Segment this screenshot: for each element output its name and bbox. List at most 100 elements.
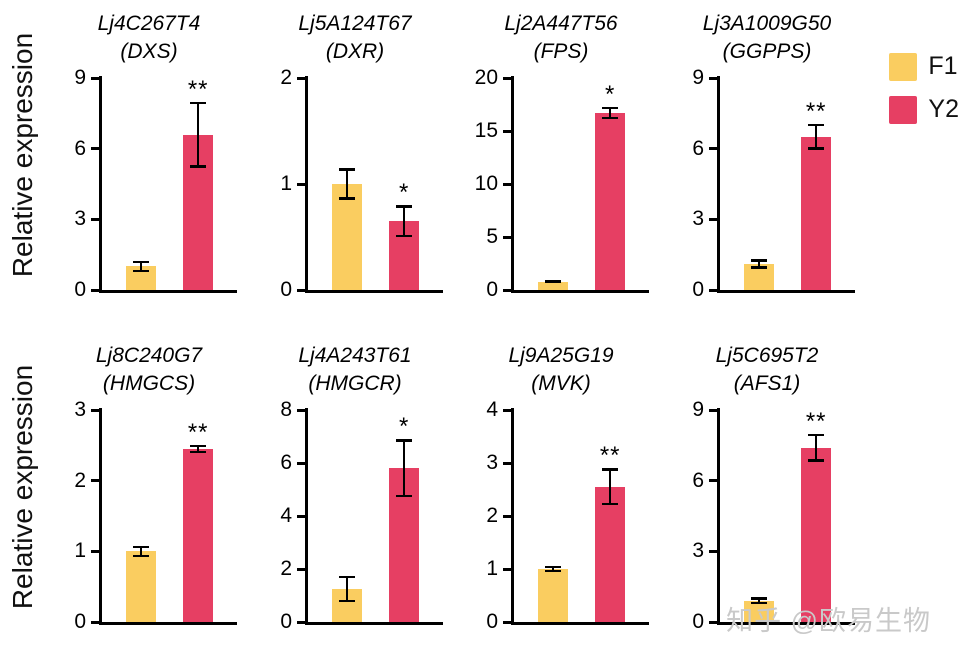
bar-f1 bbox=[744, 600, 774, 622]
y-tick-mark bbox=[709, 147, 717, 151]
significance-marker: * bbox=[399, 413, 410, 441]
error-cap-bottom bbox=[190, 450, 207, 454]
error-cap-bottom bbox=[808, 459, 825, 462]
y-tick-label: 1 bbox=[486, 557, 498, 580]
y-tick-mark bbox=[709, 620, 717, 624]
y-tick-mark bbox=[91, 76, 99, 80]
gene-name: (DXS) bbox=[120, 40, 178, 63]
error-cap-top bbox=[339, 168, 355, 171]
y-axis-line bbox=[511, 408, 514, 625]
error-cap-top bbox=[751, 597, 767, 600]
chart-ggpps: Lj3A1009G50 (GGPPS) 0 3 6 9 ** bbox=[664, 6, 870, 304]
y-axis-title-row1: Relative expression bbox=[0, 6, 46, 304]
error-bar bbox=[608, 468, 612, 506]
error-cap-top bbox=[133, 545, 149, 549]
error-bar bbox=[196, 444, 200, 454]
error-cap-bottom bbox=[545, 569, 561, 573]
bar-f1 bbox=[538, 569, 568, 622]
y-tick-label: 2 bbox=[280, 557, 292, 580]
y-tick-mark bbox=[503, 514, 511, 518]
x-axis-line bbox=[717, 290, 855, 293]
y-tick-label: 0 bbox=[74, 278, 86, 301]
y-axis-title-text: Relative expression bbox=[7, 32, 38, 278]
error-cap-top bbox=[602, 468, 619, 471]
y-tick-mark bbox=[297, 620, 305, 624]
error-cap-bottom bbox=[133, 269, 149, 273]
chart-title: Lj4C267T4 (DXS) bbox=[46, 6, 252, 66]
legend-item-y2: Y2 bbox=[889, 95, 959, 124]
y-axis-title-row2: Relative expression bbox=[0, 338, 46, 636]
gene-id: Lj9A25G19 bbox=[508, 344, 614, 367]
y-tick-label: 0 bbox=[692, 278, 704, 301]
bar-f1 bbox=[538, 281, 568, 290]
bar-y2 bbox=[183, 448, 214, 622]
significance-marker: * bbox=[605, 80, 616, 108]
chart-title: Lj9A25G19 (MVK) bbox=[458, 338, 664, 398]
y-axis-line bbox=[717, 408, 720, 625]
chart-hmgcs: Lj8C240G7 (HMGCS) 0 1 2 3 ** bbox=[46, 338, 252, 636]
y-tick-label: 9 bbox=[74, 66, 86, 89]
y-tick-mark bbox=[297, 461, 305, 465]
chart-hmgcr: Lj4A243T61 (HMGCR) 0 2 4 6 8 * bbox=[252, 338, 458, 636]
error-cap-top bbox=[808, 123, 825, 127]
y-tick-label: 5 bbox=[486, 225, 498, 248]
y-tick-label: 15 bbox=[474, 119, 498, 142]
gene-id: Lj5A124T67 bbox=[298, 12, 412, 35]
error-cap-top bbox=[545, 565, 561, 569]
legend-swatch-y2 bbox=[889, 95, 918, 124]
y-tick-mark bbox=[709, 217, 717, 221]
gene-name: (AFS1) bbox=[733, 372, 801, 395]
legend-swatch-f1 bbox=[889, 52, 918, 81]
error-bar bbox=[139, 545, 143, 557]
error-cap-bottom bbox=[339, 599, 355, 603]
plot-area: 0 1 2 * bbox=[280, 66, 443, 301]
plot-area: 0 5 10 15 20 * bbox=[475, 66, 649, 301]
y-tick-label: 3 bbox=[692, 539, 704, 563]
chart-title: Lj2A447T56 (FPS) bbox=[458, 6, 664, 66]
error-cap-top bbox=[190, 101, 207, 105]
error-cap-top bbox=[396, 439, 413, 442]
chart-title: Lj4A243T61 (HMGCR) bbox=[252, 338, 458, 398]
error-bar bbox=[402, 439, 406, 498]
error-bar bbox=[757, 259, 761, 269]
plot-area: 0 3 6 9 ** bbox=[692, 66, 855, 301]
gene-name: (FPS) bbox=[533, 40, 589, 63]
bar-f1 bbox=[332, 184, 362, 290]
error-cap-bottom bbox=[808, 147, 825, 150]
y-tick-label: 3 bbox=[74, 398, 86, 421]
chart-title: Lj5A124T67 (DXR) bbox=[252, 6, 458, 66]
y-axis-title-text: Relative expression bbox=[7, 364, 38, 610]
x-axis-line bbox=[99, 622, 237, 625]
chart-dxr: Lj5A124T67 (DXR) 0 1 2 * bbox=[252, 6, 458, 304]
x-axis-line bbox=[305, 622, 443, 625]
y-tick-label: 0 bbox=[74, 610, 86, 633]
y-tick-label: 4 bbox=[486, 398, 498, 421]
error-bar bbox=[345, 575, 349, 603]
y-tick-label: 10 bbox=[474, 172, 498, 195]
error-cap-top bbox=[190, 444, 207, 448]
y-axis-line bbox=[511, 76, 514, 293]
plot-area: 0 3 6 9 ** bbox=[74, 66, 237, 301]
gene-name: (HMGCS) bbox=[102, 372, 196, 395]
y-tick-mark bbox=[503, 567, 511, 571]
chart-title: Lj3A1009G50 (GGPPS) bbox=[664, 6, 870, 66]
y-tick-label: 1 bbox=[74, 539, 86, 563]
error-cap-bottom bbox=[602, 116, 619, 120]
y-tick-label: 0 bbox=[486, 278, 498, 301]
y-tick-mark bbox=[91, 620, 99, 624]
chart-dxs: Lj4C267T4 (DXS) 0 3 6 9 ** bbox=[46, 6, 252, 304]
y-tick-label: 0 bbox=[280, 278, 292, 301]
error-cap-top bbox=[808, 433, 825, 437]
bar-f1 bbox=[126, 551, 156, 622]
legend-item-f1: F1 bbox=[889, 52, 959, 81]
error-cap-bottom bbox=[751, 266, 767, 269]
error-cap-top bbox=[602, 106, 619, 110]
y-tick-label: 0 bbox=[280, 610, 292, 633]
y-tick-mark bbox=[91, 549, 99, 553]
error-bar bbox=[402, 205, 406, 237]
y-tick-mark bbox=[503, 620, 511, 624]
error-cap-bottom bbox=[339, 197, 355, 200]
gene-name: (GGPPS) bbox=[722, 40, 812, 63]
y-tick-mark bbox=[297, 76, 305, 80]
